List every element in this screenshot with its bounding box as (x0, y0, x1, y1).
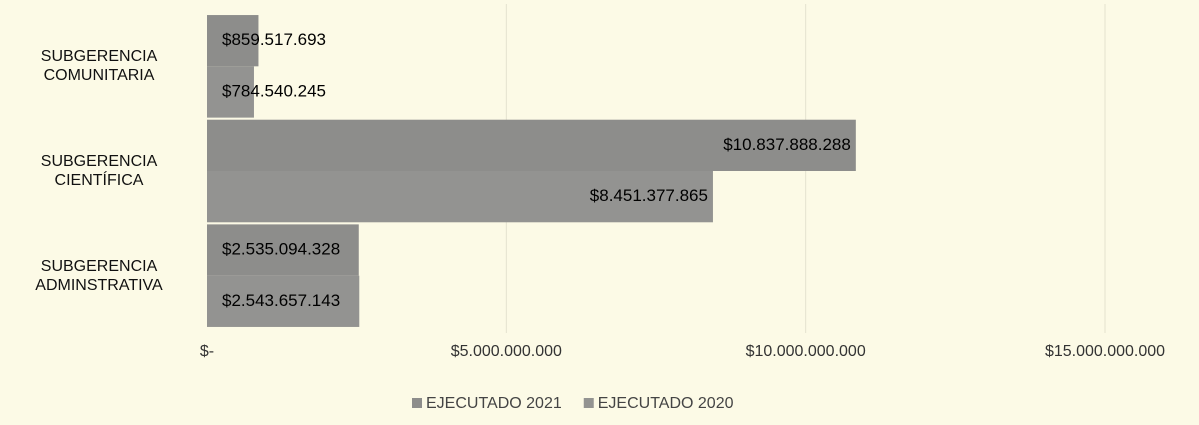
data-label: $10.837.888.288 (723, 135, 851, 154)
bar (207, 66, 254, 118)
legend-swatch (583, 398, 594, 408)
x-tick-label: $10.000.000.000 (746, 343, 866, 360)
bar (207, 119, 856, 171)
bar (207, 171, 713, 223)
legend-label: EJECUTADO 2020 (598, 395, 734, 412)
x-tick-label: $15.000.000.000 (1045, 343, 1165, 360)
x-tick-label: $5.000.000.000 (451, 343, 562, 360)
bar (207, 224, 359, 276)
data-label: $2.535.094.328 (222, 240, 340, 259)
bar (207, 15, 259, 67)
legend-swatch (412, 398, 422, 408)
data-label: $784.540.245 (222, 81, 326, 100)
data-label: $8.451.377.865 (590, 186, 708, 205)
category-label: SUBGERENCIA ADMINSTRATIVA (35, 257, 163, 294)
category-label: SUBGERENCIA COMUNITARIA (40, 48, 158, 85)
x-tick-label: $- (200, 343, 214, 360)
data-label: $859.517.693 (222, 30, 326, 49)
data-label: $2.543.657.143 (222, 291, 340, 310)
bar (207, 275, 360, 327)
category-label: SUBGERENCIA CIENTÍFICA (40, 153, 158, 189)
legend-label: EJECUTADO 2021 (426, 395, 562, 412)
